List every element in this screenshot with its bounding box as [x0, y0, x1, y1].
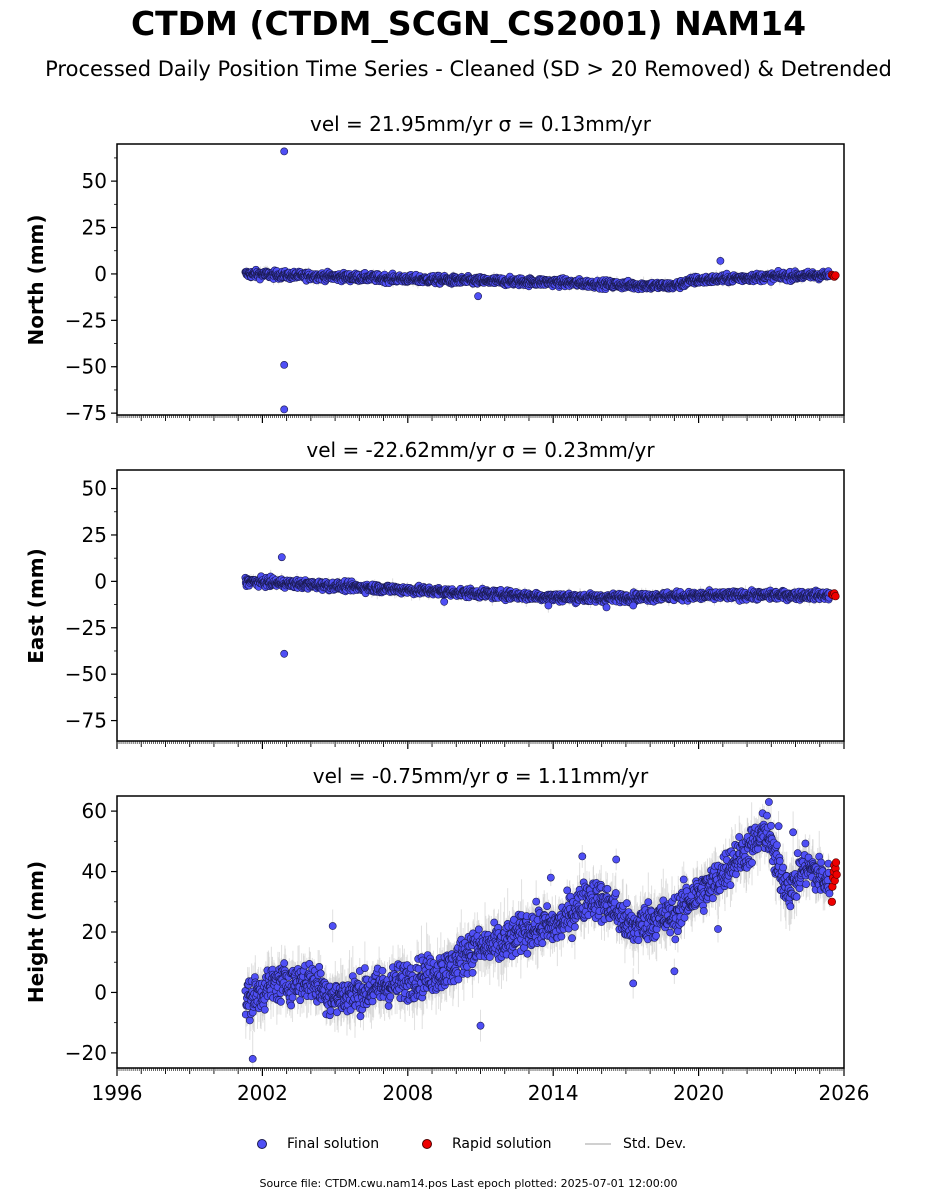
- ytick-label: −25: [65, 308, 107, 332]
- panel-0: 50 25 0 −25 −50 −75: [65, 143, 845, 425]
- ytick-label: 50: [82, 169, 107, 193]
- data-layer-0: [241, 147, 840, 414]
- chart-subtitle: Processed Daily Position Time Series - C…: [45, 57, 892, 81]
- panel-title-east: vel = -22.62mm/yr σ = 0.23mm/yr: [306, 438, 655, 462]
- ytick-label: 0: [94, 262, 107, 286]
- rapid-point: [831, 271, 840, 280]
- final-point: [280, 405, 289, 414]
- ytick-label: −50: [65, 355, 107, 379]
- final-point: [280, 360, 289, 369]
- ytick-label: −75: [65, 401, 107, 425]
- panel-title-north: vel = 21.95mm/yr σ = 0.13mm/yr: [310, 112, 651, 136]
- panel-title-height: vel = -0.75mm/yr σ = 1.11mm/yr: [312, 764, 649, 788]
- final-point: [474, 292, 482, 301]
- chart-title: CTDM (CTDM_SCGN_CS2001) NAM14: [130, 4, 807, 43]
- ytick-label: 25: [82, 216, 107, 240]
- final-point: [716, 256, 725, 265]
- data-layer-1: [241, 553, 840, 658]
- final-point: [280, 147, 289, 156]
